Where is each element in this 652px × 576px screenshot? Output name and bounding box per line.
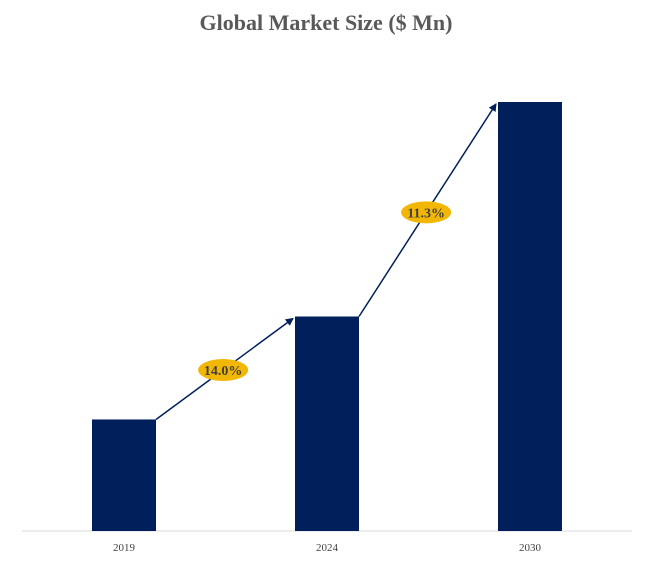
cagr-label-1: 14.0% <box>204 364 243 379</box>
chart-title: Global Market Size ($ Mn) <box>199 10 453 35</box>
x-tick-label-2030: 2030 <box>519 542 542 554</box>
bar-2019 <box>92 419 156 531</box>
cagr-label-2: 11.3% <box>407 206 445 221</box>
cagr-badge-1 <box>198 358 249 381</box>
x-tick-label-2019: 2019 <box>113 542 136 554</box>
bar-2030 <box>498 102 562 531</box>
bar-2024 <box>295 316 359 531</box>
x-tick-label-2024: 2024 <box>316 542 339 554</box>
cagr-badge-2 <box>401 201 452 224</box>
